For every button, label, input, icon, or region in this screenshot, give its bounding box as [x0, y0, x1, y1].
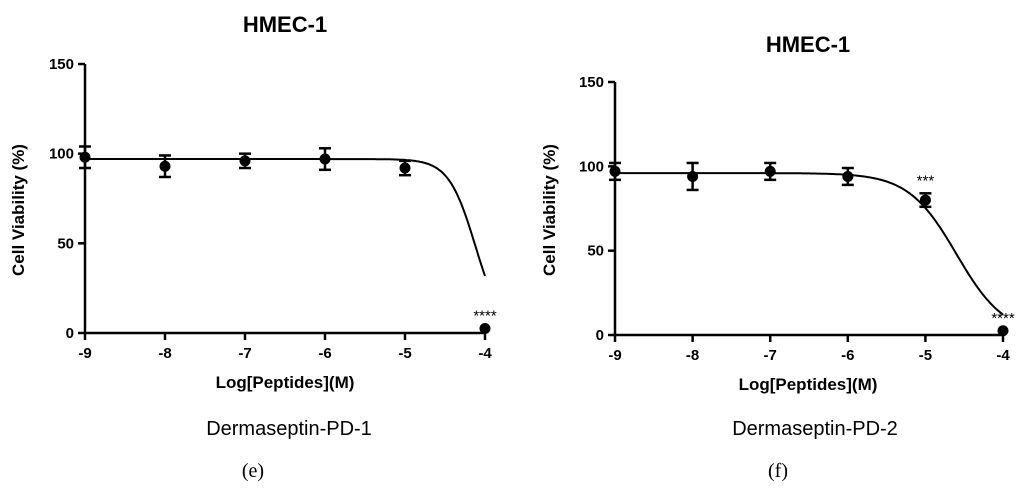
fit-curve — [85, 158, 486, 277]
x-axis-label: Log[Peptides](M) — [739, 375, 878, 394]
significance-label: **** — [991, 310, 1015, 327]
data-point — [239, 155, 251, 167]
y-tick-label: 50 — [57, 235, 74, 252]
x-tick-label: -5 — [398, 345, 411, 362]
chart-panel-f: HMEC-1 -9 -8 -7 -6 -5 -4 0 50 100 150 Log[Peptide… — [540, 32, 1015, 482]
y-tick-label: 150 — [579, 74, 604, 91]
x-tick-label: -6 — [318, 345, 331, 362]
data-point — [919, 194, 931, 206]
y-tick-label: 100 — [49, 146, 74, 163]
y-tick-label: 0 — [66, 325, 74, 342]
significance-labels: ******* — [917, 172, 1015, 326]
axis-ticks: -9 -8 -7 -6 -5 -4 0 50 100 150 — [49, 56, 492, 362]
panel-label: (f) — [768, 460, 788, 482]
y-tick-label: 0 — [596, 327, 604, 344]
y-tick-label: 150 — [49, 56, 74, 73]
data-point — [399, 162, 411, 174]
x-tick-label: -8 — [158, 345, 171, 362]
x-tick-label: -4 — [478, 345, 492, 362]
y-axis-label: Cell Viability (%) — [540, 144, 559, 276]
significance-labels: **** — [473, 308, 497, 325]
x-tick-label: -6 — [841, 347, 854, 364]
chart-title: HMEC-1 — [766, 32, 850, 57]
data-points — [609, 161, 1009, 337]
x-tick-label: -5 — [919, 347, 932, 364]
fit-curve — [615, 172, 1004, 316]
y-tick-label: 100 — [579, 158, 604, 175]
x-tick-label: -9 — [608, 347, 621, 364]
y-tick-label: 50 — [587, 243, 604, 260]
data-point — [764, 165, 776, 177]
data-point — [479, 323, 491, 335]
axis-ticks: -9 -8 -7 -6 -5 -4 0 50 100 150 — [579, 74, 1010, 364]
y-axis-label: Cell Viability (%) — [9, 144, 28, 276]
chart-title: HMEC-1 — [243, 12, 327, 37]
x-tick-label: -7 — [238, 345, 251, 362]
significance-label: **** — [473, 308, 497, 325]
x-tick-label: -4 — [996, 347, 1010, 364]
data-point — [159, 160, 171, 172]
data-point — [687, 170, 699, 182]
data-point — [79, 151, 91, 163]
data-point — [997, 325, 1009, 337]
panel-label: (e) — [242, 460, 264, 482]
x-tick-label: -9 — [78, 345, 91, 362]
data-point — [319, 153, 331, 165]
data-point — [609, 165, 621, 177]
data-points — [79, 145, 491, 335]
x-axis-label: Log[Peptides](M) — [216, 373, 355, 392]
chart-caption: Dermaseptin-PD-2 — [732, 418, 898, 440]
significance-label: *** — [917, 172, 935, 189]
x-tick-label: -7 — [764, 347, 777, 364]
x-tick-label: -8 — [686, 347, 699, 364]
chart-panel-e: HMEC-1 -9 -8 -7 -6 -5 -4 0 50 100 150 Log[Peptide… — [9, 12, 497, 482]
data-point — [842, 170, 854, 182]
chart-caption: Dermaseptin-PD-1 — [206, 418, 372, 440]
